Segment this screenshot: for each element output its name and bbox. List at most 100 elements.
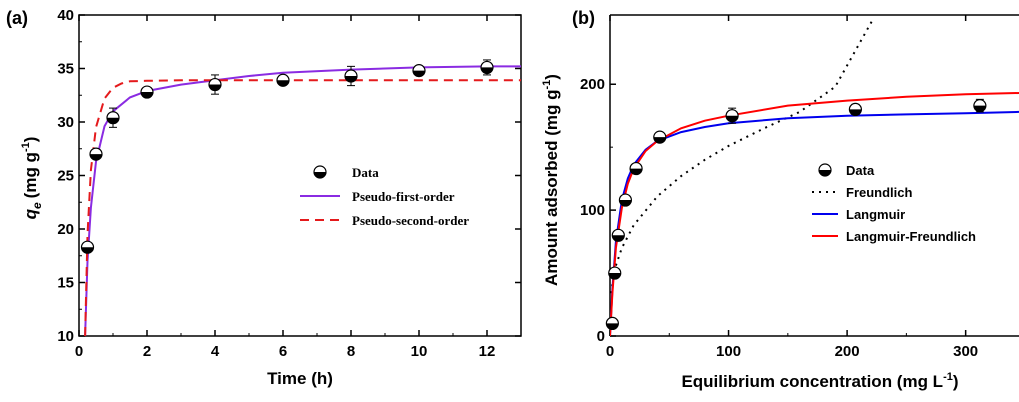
x-tick-label: 0 (606, 343, 614, 360)
marker-fill (608, 273, 621, 280)
data-point (412, 64, 426, 78)
series-pseudo-second-order-line (84, 79, 521, 336)
panel-a-curves (84, 65, 521, 336)
marker-fill (277, 80, 289, 87)
x-tick-label: 12 (479, 343, 496, 360)
y-axis-b-close: ) (542, 74, 561, 80)
data-point (605, 316, 619, 331)
series-langmuir-line (610, 110, 1019, 336)
series-freundlich-line (610, 18, 875, 294)
x-tick-label: 6 (279, 343, 287, 360)
y-axis-b-main: Amount adsorbed (mg g (542, 90, 561, 286)
panel-b-curves (610, 18, 1019, 336)
marker-fill (726, 115, 739, 122)
marker-fill (630, 168, 643, 175)
data-point (208, 77, 222, 92)
data-point (140, 85, 154, 99)
data-point (480, 60, 494, 75)
y-axis-label-b: Amount adsorbed (mg g-1) (541, 74, 561, 286)
y-axis-a-sub: e (30, 202, 44, 209)
data-point (618, 193, 633, 207)
y-tick-label: 0 (597, 328, 605, 345)
x-tick-label: 2 (143, 343, 151, 360)
x-tick-label: 10 (411, 343, 428, 360)
x-tick-label: 0 (75, 343, 83, 360)
y-tick-label: 20 (57, 221, 74, 238)
marker-fill (345, 75, 357, 82)
legend-label: Freundlich (846, 185, 913, 200)
panel-a-ticks: 0 2 4 6 8 10 12 10 15 20 25 30 35 40 (57, 7, 521, 360)
data-point (611, 228, 625, 242)
panel-a-label: (a) (6, 8, 28, 28)
y-tick-label: 200 (580, 76, 605, 93)
x-tick-label: 8 (347, 343, 355, 360)
legend-label: Data (846, 163, 875, 178)
data-point (653, 130, 667, 144)
panel-b-points (605, 98, 987, 331)
y-tick-label: 100 (580, 202, 605, 219)
y-axis-label-a: qe (mg g-1) (20, 137, 44, 220)
data-point (629, 161, 643, 176)
x-axis-b-close: ) (953, 372, 959, 391)
marker-fill (481, 67, 493, 74)
legend-b: Data Freundlich Langmuir Langmuir-Freundlic… (812, 163, 976, 244)
data-point (848, 102, 863, 117)
y-tick-label: 40 (57, 7, 74, 24)
data-point (818, 163, 832, 177)
data-point (276, 73, 290, 87)
panel-b-label: (b) (572, 8, 595, 28)
legend-label: Data (352, 165, 379, 180)
data-point (80, 240, 95, 254)
marker-fill (653, 137, 666, 144)
data-point (344, 69, 358, 83)
marker-fill (619, 200, 632, 207)
panel-a: (a) 0 2 4 6 8 10 12 10 15 20 25 30 35 40 Time (h) qe (… (6, 7, 522, 388)
marker-fill (849, 109, 862, 116)
legend-label: Langmuir (846, 207, 905, 222)
x-tick-label: 4 (211, 343, 220, 360)
marker-fill (81, 247, 94, 254)
x-axis-label-a: Time (h) (267, 369, 333, 388)
marker-fill (209, 84, 222, 91)
data-point (725, 109, 739, 123)
data-point (106, 111, 120, 125)
x-axis-b-main: Equilibrium concentration (mg L (681, 372, 943, 391)
marker-fill (612, 235, 625, 242)
y-tick-label: 25 (57, 168, 74, 185)
legend-label: Pseudo-first-order (352, 189, 455, 204)
y-tick-label: 10 (57, 328, 74, 345)
legend-label: Pseudo-second-order (352, 213, 469, 228)
data-point (973, 99, 987, 113)
x-tick-label: 300 (953, 343, 978, 360)
marker-fill (90, 154, 102, 161)
x-tick-label: 100 (716, 343, 741, 360)
legend-label: Langmuir-Freundlich (846, 229, 976, 244)
panel-b: (b) 0 100 200 300 0 100 200 Equilibrium concen… (541, 8, 1019, 391)
y-axis-a-sup: -1 (20, 142, 32, 152)
y-axis-a-unit: (mg g (21, 152, 40, 198)
plot-a-frame (78, 14, 522, 337)
data-point (608, 266, 622, 280)
y-axis-b-sup: -1 (541, 80, 553, 90)
legend-a: Data Pseudo-first-order Pseudo-second-orde… (300, 165, 469, 228)
series-pseudo-first-order-line (84, 65, 521, 336)
marker-fill (606, 323, 619, 330)
marker-fill (413, 70, 425, 77)
y-axis-a-close: ) (21, 137, 40, 143)
marker-fill (314, 172, 326, 178)
x-axis-label-b: Equilibrium concentration (mg L-1) (681, 371, 958, 391)
y-tick-label: 15 (57, 275, 74, 292)
y-tick-label: 30 (57, 114, 74, 131)
x-axis-b-sup: -1 (943, 371, 953, 383)
series-langmuir-freundlich-line (610, 92, 1019, 336)
marker-fill (107, 117, 119, 124)
marker-fill (973, 105, 986, 112)
marker-fill (819, 170, 831, 176)
panel-a-points (80, 59, 494, 254)
y-tick-label: 35 (57, 61, 74, 78)
data-point (89, 147, 103, 161)
x-tick-label: 200 (835, 343, 860, 360)
marker-fill (141, 92, 153, 99)
y-axis-a-main: q (21, 208, 40, 219)
